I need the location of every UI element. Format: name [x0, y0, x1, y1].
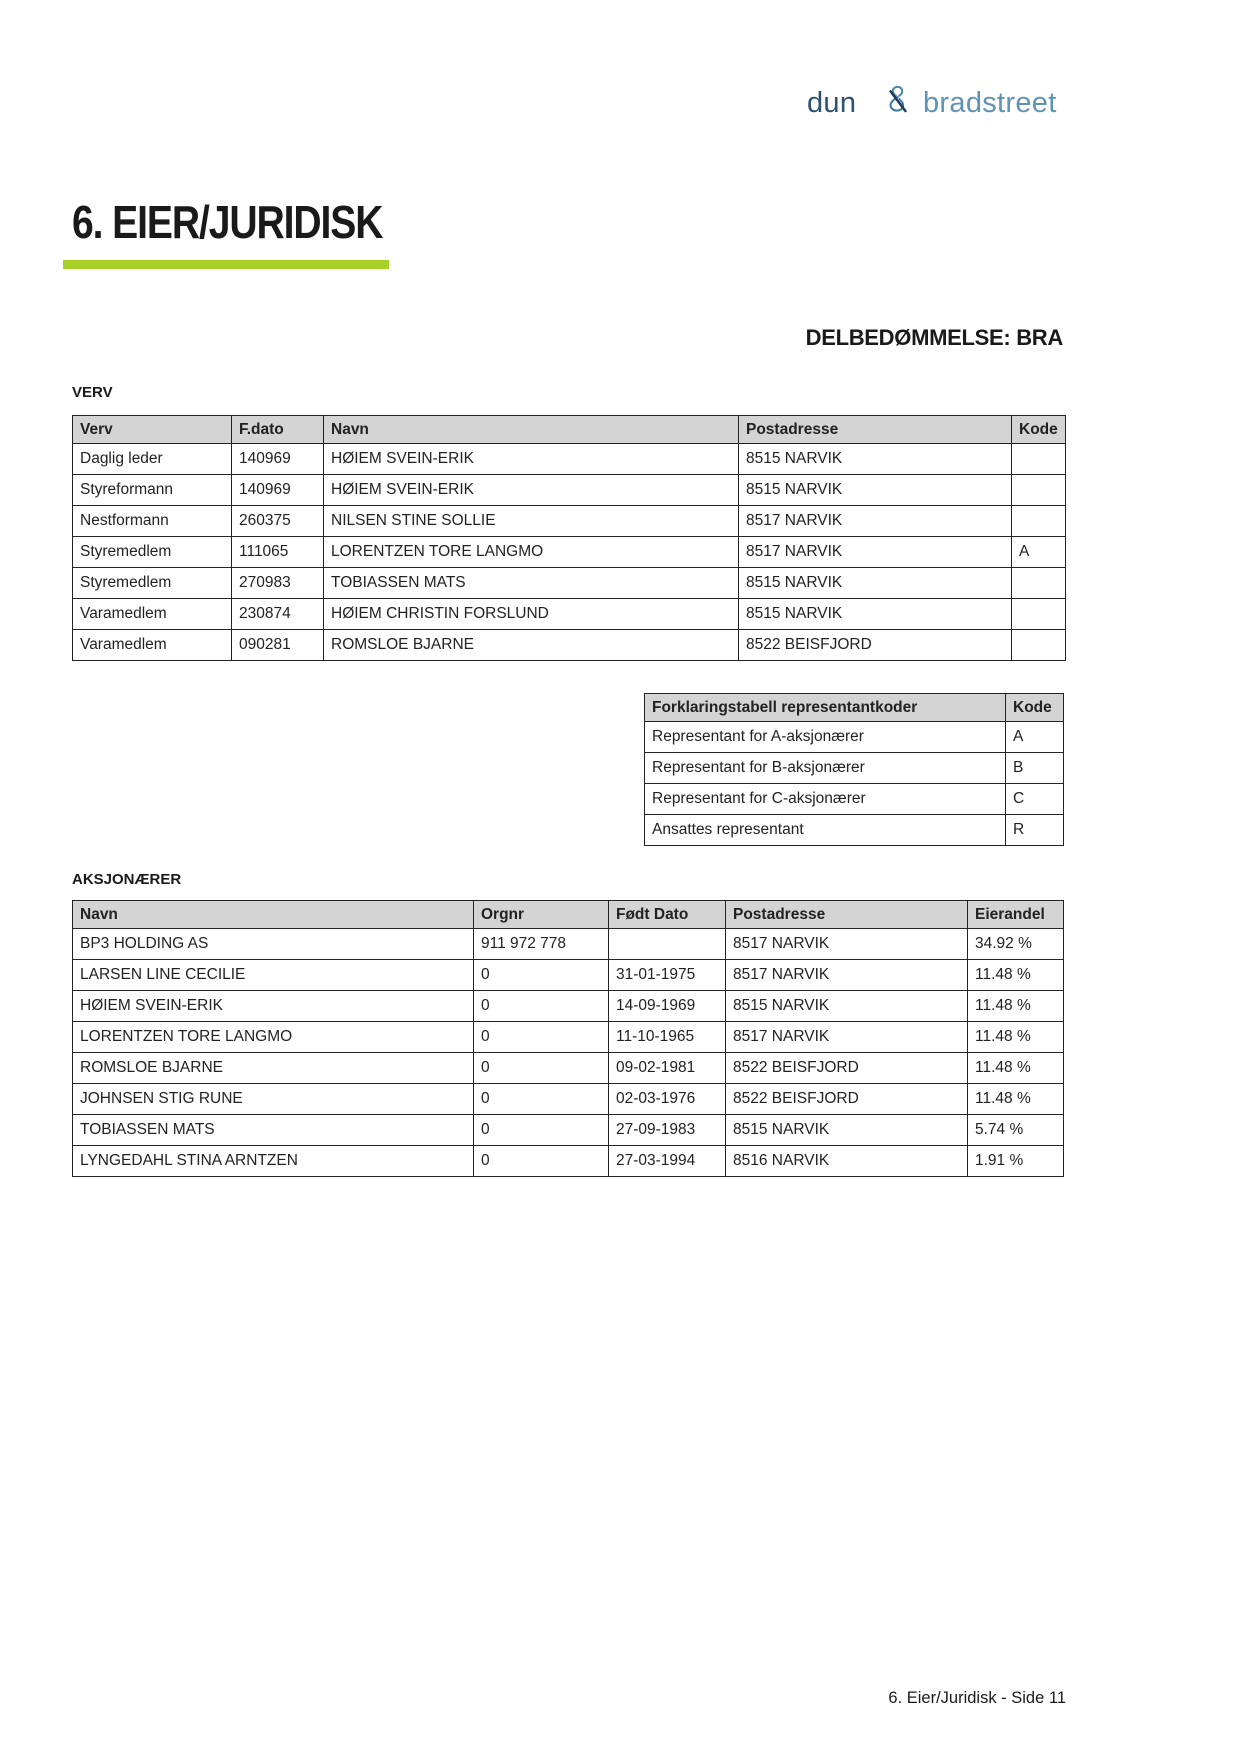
svg-text:dun: dun: [807, 87, 856, 119]
svg-text:bradstreet: bradstreet: [923, 87, 1057, 119]
